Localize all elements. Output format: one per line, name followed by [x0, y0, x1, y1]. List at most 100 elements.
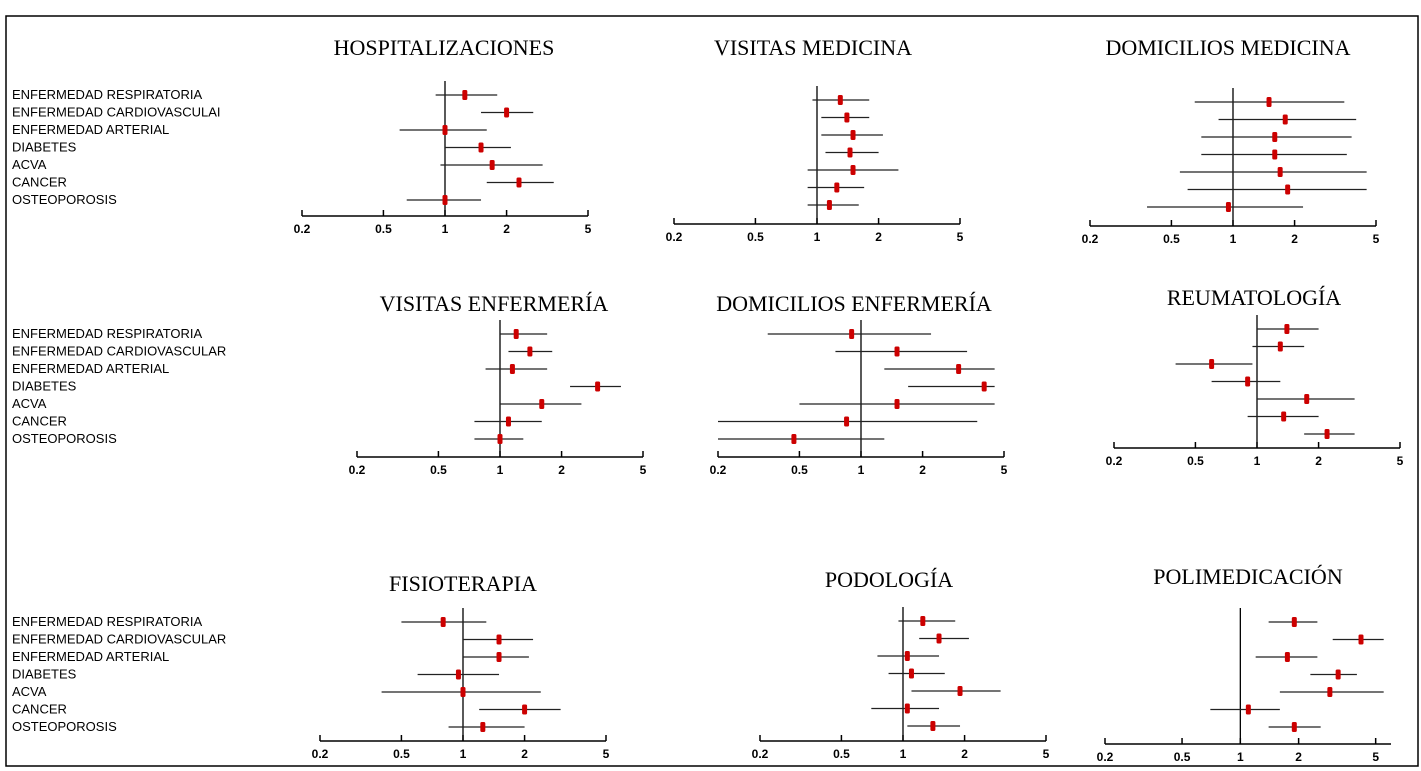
x-tick-label: 1 — [1230, 232, 1237, 246]
point-estimate — [496, 634, 502, 645]
point-estimate — [1327, 687, 1333, 697]
x-tick-label: 0.2 — [666, 230, 683, 244]
point-estimate — [1291, 722, 1297, 732]
x-tick-label: 0.2 — [294, 222, 311, 236]
point-estimate — [1277, 341, 1283, 352]
point-estimate — [847, 147, 853, 158]
panel-title: VISITAS ENFERMERÍA — [380, 291, 609, 316]
x-tick-label: 1 — [460, 747, 467, 761]
x-tick-label: 1 — [1254, 454, 1261, 468]
forest-panel: DOMICILIOS MEDICINA 0.2 0.5 1 2 5 — [1082, 35, 1380, 246]
point-estimate — [480, 722, 486, 732]
category-label: DIABETES — [12, 140, 77, 155]
x-tick-label: 2 — [919, 463, 926, 477]
panel-title: DOMICILIOS MEDICINA — [1105, 35, 1350, 60]
point-estimate — [791, 434, 797, 444]
point-estimate — [844, 112, 850, 123]
category-label: ACVA — [12, 396, 47, 411]
forest-panel: REUMATOLOGÍA 0.2 0.5 1 2 5 — [1106, 285, 1404, 468]
point-estimate — [936, 633, 942, 644]
point-estimate — [850, 130, 856, 140]
point-estimate — [497, 434, 503, 444]
category-label: ENFERMEDAD ARTERIAL — [12, 649, 169, 664]
forest-panel: HOSPITALIZACIONES ENFERMEDAD RESPIRATORIA… — [12, 35, 592, 236]
x-tick-label: 0.2 — [710, 463, 727, 477]
x-tick-label: 0.5 — [1174, 750, 1191, 764]
point-estimate — [981, 381, 987, 392]
point-estimate — [826, 200, 832, 210]
category-label: ENFERMEDAD RESPIRATORIA — [12, 87, 203, 102]
panel-title: PODOLOGÍA — [825, 567, 953, 592]
x-tick-label: 1 — [858, 463, 865, 477]
category-label: ENFERMEDAD CARDIOVASCULAI — [12, 105, 221, 120]
point-estimate — [849, 329, 855, 339]
x-tick-label: 2 — [961, 747, 968, 761]
point-estimate — [844, 416, 850, 427]
point-estimate — [462, 90, 468, 100]
point-estimate — [513, 329, 519, 339]
point-estimate — [1304, 394, 1310, 404]
category-label: CANCER — [12, 414, 67, 429]
x-tick-label: 1 — [814, 230, 821, 244]
x-tick-label: 0.5 — [1163, 232, 1180, 246]
forest-panel: VISITAS ENFERMERÍA ENFERMEDAD RESPIRATORI… — [12, 291, 647, 477]
x-tick-label: 1 — [442, 222, 449, 236]
point-estimate — [527, 346, 533, 357]
point-estimate — [1324, 429, 1330, 439]
point-estimate — [1284, 652, 1290, 662]
point-estimate — [850, 165, 856, 175]
point-estimate — [1245, 704, 1251, 715]
point-estimate — [1277, 167, 1283, 177]
point-estimate — [1281, 411, 1287, 422]
category-label: CANCER — [12, 175, 67, 190]
point-estimate — [1266, 97, 1272, 107]
point-estimate — [522, 704, 528, 715]
x-tick-label: 1 — [1237, 750, 1244, 764]
point-estimate — [957, 686, 963, 696]
point-estimate — [1272, 132, 1278, 142]
point-estimate — [908, 668, 914, 679]
category-label: ACVA — [12, 684, 47, 699]
point-estimate — [516, 177, 522, 188]
x-tick-label: 2 — [1315, 454, 1322, 468]
forest-panel: FISIOTERAPIA ENFERMEDAD RESPIRATORIA ENFER… — [12, 571, 610, 761]
panel-title: VISITAS MEDICINA — [714, 35, 912, 60]
point-estimate — [1245, 376, 1251, 387]
category-label: CANCER — [12, 702, 67, 717]
category-label: ENFERMEDAD RESPIRATORIA — [12, 614, 203, 629]
x-tick-label: 0.2 — [349, 463, 366, 477]
x-tick-label: 5 — [1397, 454, 1404, 468]
point-estimate — [442, 125, 448, 135]
point-estimate — [442, 195, 448, 205]
point-estimate — [1284, 324, 1290, 334]
x-tick-label: 5 — [1001, 463, 1008, 477]
point-estimate — [509, 364, 515, 374]
x-tick-label: 0.2 — [1106, 454, 1123, 468]
point-estimate — [956, 364, 962, 374]
x-tick-label: 0.5 — [1187, 454, 1204, 468]
point-estimate — [837, 95, 843, 105]
x-tick-label: 0.2 — [1097, 750, 1114, 764]
forest-panel: PODOLOGÍA 0.2 0.5 1 2 5 — [752, 567, 1050, 761]
point-estimate — [478, 142, 484, 153]
panel-title: HOSPITALIZACIONES — [334, 35, 555, 60]
x-tick-label: 0.5 — [393, 747, 410, 761]
point-estimate — [595, 381, 601, 392]
x-tick-label: 5 — [1372, 750, 1379, 764]
x-tick-label: 2 — [875, 230, 882, 244]
point-estimate — [489, 160, 495, 170]
point-estimate — [894, 399, 900, 409]
point-estimate — [1285, 184, 1291, 195]
x-tick-label: 1 — [497, 463, 504, 477]
x-tick-label: 5 — [1373, 232, 1380, 246]
point-estimate — [930, 721, 936, 731]
x-tick-label: 0.5 — [430, 463, 447, 477]
category-label: ENFERMEDAD ARTERIAL — [12, 122, 169, 137]
x-tick-label: 2 — [1295, 750, 1302, 764]
panel-title: POLIMEDICACIÓN — [1153, 564, 1343, 589]
category-label: ENFERMEDAD CARDIOVASCULAR — [12, 632, 226, 647]
forest-panel: DOMICILIOS ENFERMERÍA 0.2 0.5 1 2 5 — [710, 291, 1008, 477]
point-estimate — [455, 669, 461, 680]
